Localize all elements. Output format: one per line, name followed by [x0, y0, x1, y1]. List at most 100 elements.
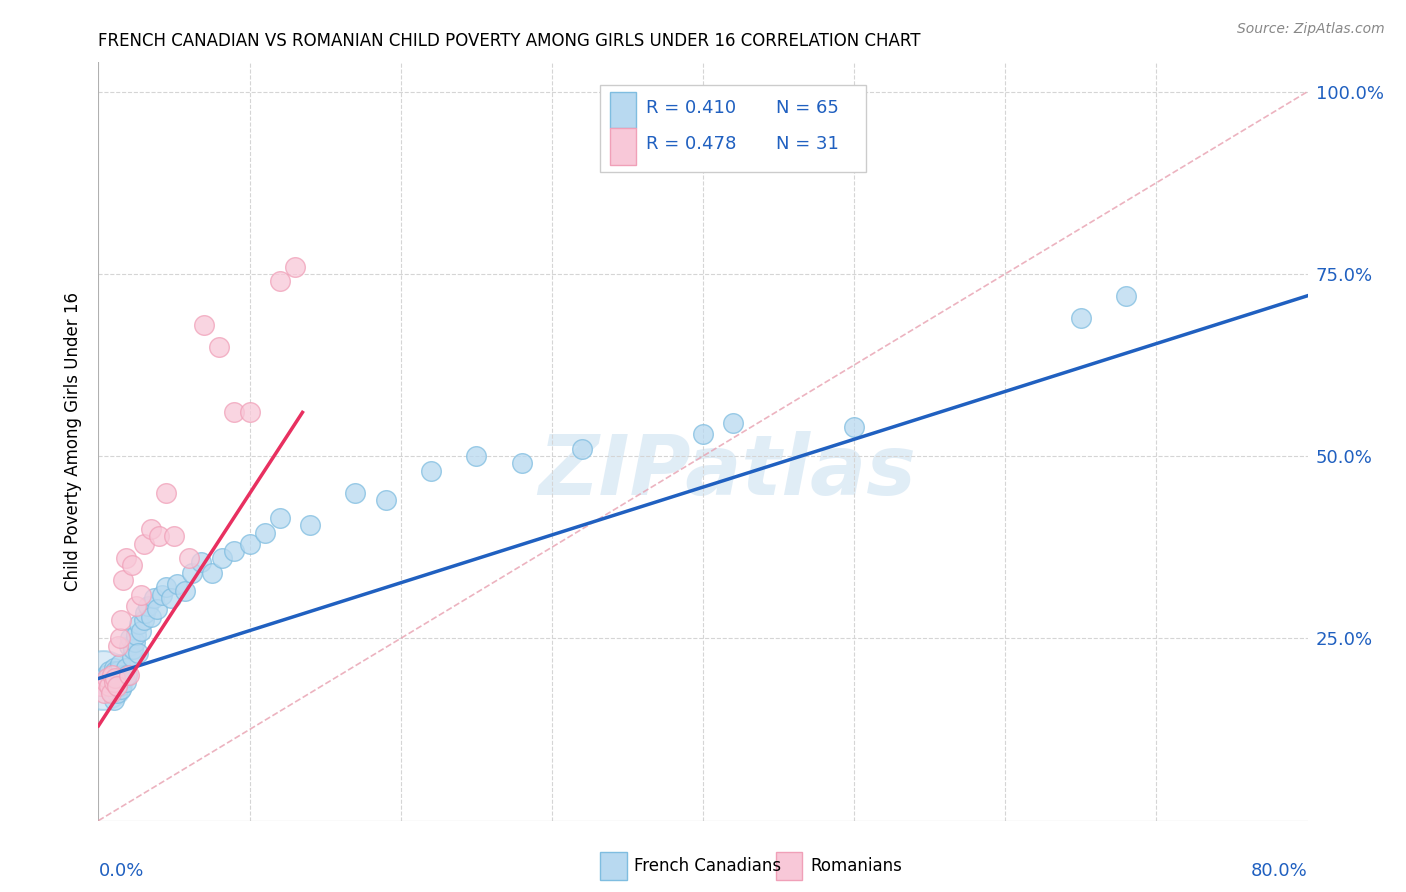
Text: N = 31: N = 31: [776, 136, 838, 153]
Point: [120, 632, 142, 646]
Point: [155, 580, 177, 594]
Point: [103, 686, 125, 700]
Point: [132, 613, 155, 627]
Point: [253, 525, 276, 540]
Text: Romanians: Romanians: [811, 857, 903, 875]
Text: French Canadians: French Canadians: [634, 857, 782, 875]
Point: [104, 672, 127, 686]
Point: [148, 529, 170, 543]
Point: [104, 664, 127, 678]
Text: N = 65: N = 65: [776, 99, 838, 117]
Point: [224, 405, 246, 419]
Point: [344, 485, 367, 500]
Text: R = 0.478: R = 0.478: [647, 136, 737, 153]
Point: [93, 672, 115, 686]
Point: [201, 566, 224, 580]
Point: [104, 672, 127, 686]
Point: [143, 591, 166, 606]
Point: [299, 518, 322, 533]
FancyBboxPatch shape: [600, 853, 627, 880]
Point: [1070, 310, 1092, 325]
Point: [100, 686, 122, 700]
Point: [105, 679, 128, 693]
Point: [112, 672, 135, 686]
Point: [110, 682, 132, 697]
Text: 0.0%: 0.0%: [98, 863, 143, 880]
Text: FRENCH CANADIAN VS ROMANIAN CHILD POVERTY AMONG GIRLS UNDER 16 CORRELATION CHART: FRENCH CANADIAN VS ROMANIAN CHILD POVERT…: [98, 32, 921, 50]
Point: [1115, 289, 1137, 303]
Point: [124, 635, 146, 649]
Point: [91, 673, 114, 687]
Point: [163, 529, 186, 543]
Point: [91, 675, 114, 690]
Point: [107, 672, 129, 686]
Point: [155, 485, 177, 500]
Point: [132, 536, 155, 550]
Point: [211, 551, 233, 566]
Text: Source: ZipAtlas.com: Source: ZipAtlas.com: [1237, 22, 1385, 37]
Point: [94, 679, 117, 693]
Point: [692, 427, 714, 442]
Point: [100, 673, 122, 688]
Point: [103, 679, 125, 693]
Point: [208, 340, 231, 354]
Point: [107, 664, 129, 678]
Point: [108, 657, 131, 671]
Point: [239, 405, 262, 419]
Point: [96, 672, 118, 686]
Point: [121, 558, 143, 573]
Point: [150, 588, 173, 602]
Text: ZIPatlas: ZIPatlas: [538, 432, 917, 512]
Point: [127, 646, 149, 660]
Point: [100, 684, 122, 698]
Point: [173, 584, 195, 599]
Point: [103, 675, 125, 690]
Point: [284, 260, 307, 274]
Point: [118, 668, 141, 682]
Point: [90, 679, 112, 693]
Point: [146, 602, 169, 616]
Point: [94, 668, 117, 682]
FancyBboxPatch shape: [610, 92, 637, 128]
Point: [179, 551, 201, 566]
Point: [239, 536, 262, 550]
Point: [114, 675, 136, 690]
Point: [844, 420, 866, 434]
Point: [510, 457, 533, 471]
Point: [108, 679, 131, 693]
Point: [141, 609, 163, 624]
Point: [111, 668, 134, 682]
Point: [723, 417, 745, 431]
Point: [571, 442, 593, 456]
Point: [166, 576, 188, 591]
Text: R = 0.410: R = 0.410: [647, 99, 737, 117]
Point: [465, 449, 488, 463]
Text: 80.0%: 80.0%: [1251, 863, 1308, 880]
Point: [90, 679, 112, 693]
Point: [103, 660, 125, 674]
Point: [129, 624, 152, 639]
Point: [125, 628, 148, 642]
FancyBboxPatch shape: [776, 853, 803, 880]
Point: [110, 613, 132, 627]
Point: [118, 639, 141, 653]
Point: [96, 672, 118, 686]
Point: [105, 686, 128, 700]
Point: [420, 464, 443, 478]
Point: [160, 591, 183, 606]
Point: [190, 555, 212, 569]
Point: [103, 672, 125, 686]
Point: [114, 551, 136, 566]
FancyBboxPatch shape: [600, 85, 866, 172]
Point: [98, 664, 121, 678]
Point: [105, 679, 128, 693]
Point: [107, 639, 129, 653]
Point: [269, 511, 291, 525]
Point: [134, 606, 156, 620]
Point: [121, 649, 143, 664]
Point: [125, 599, 148, 613]
Point: [108, 632, 131, 646]
Point: [122, 642, 145, 657]
Point: [181, 566, 204, 580]
Point: [129, 588, 152, 602]
